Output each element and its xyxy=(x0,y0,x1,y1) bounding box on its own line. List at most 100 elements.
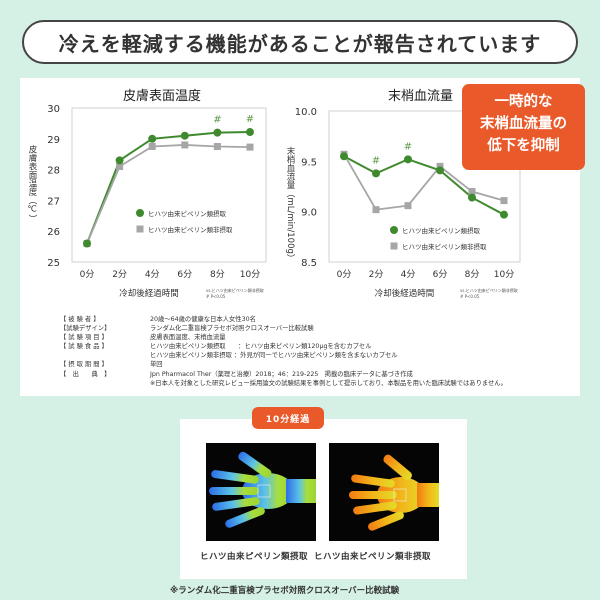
note-key: 【 試 験 項 目 】 xyxy=(60,334,108,342)
data-point-square xyxy=(246,143,254,151)
note-value: ※日本人を対象とした研究レビュー採用論文の試験結果を事例として提示しており、本製… xyxy=(150,379,507,387)
sig-note: vs.ヒハツ由来ピペリン類非摂取 xyxy=(460,287,518,293)
data-point-circle xyxy=(468,193,476,202)
x-tick-label: 0分 xyxy=(337,269,352,280)
note-row: 【 試 験 食 品 】 ヒハツ由来ピペリン類摂取 ：ヒハツ由来ピペリン類120μg… xyxy=(60,342,507,351)
x-tick-label: 8分 xyxy=(210,269,225,280)
y-axis-label: 末梢血流量（mL/min/100g） xyxy=(285,146,295,262)
callout-line: 低下を抑制 xyxy=(487,138,560,154)
note-row: 【 出 典 】 Jpn Pharmacol Ther（薬理と治療）2018；46：… xyxy=(60,370,507,379)
note-key xyxy=(60,351,150,360)
data-point-square xyxy=(116,163,124,171)
x-tick-label: 6分 xyxy=(177,269,192,280)
data-point-square xyxy=(500,197,508,205)
x-tick-label: 2分 xyxy=(112,269,127,280)
plot-area xyxy=(71,107,267,263)
data-point-square xyxy=(181,141,189,149)
y-tick-label: 26 xyxy=(47,227,60,238)
data-point-circle xyxy=(115,156,124,165)
y-tick-label: 10.0 xyxy=(295,107,317,118)
legend-marker-square xyxy=(390,242,398,250)
note-key: 【 試 験 食 品 】 xyxy=(60,343,108,351)
caption-non-intake: ヒハツ由来ピペリン類非摂取 xyxy=(314,552,432,562)
data-point-square xyxy=(213,143,221,150)
y-tick-label: 8.5 xyxy=(301,258,317,269)
data-point-square xyxy=(372,206,380,214)
note-value: ランダム化二重盲検プラセボ対照クロスオーバー比較試験 xyxy=(150,325,314,333)
data-point-square xyxy=(148,143,156,150)
x-tick-label: 2分 xyxy=(369,269,384,280)
chart-title-skin-temp: 皮膚表面温度 xyxy=(123,89,202,104)
y-tick-label: 29 xyxy=(47,135,60,146)
note-key: 【 被 験 者 】 xyxy=(60,316,100,323)
legend-label: ヒハツ由来ピペリン類非摂取 xyxy=(402,242,487,251)
note-value: 皮膚表面温度、末梢血流量 xyxy=(150,334,226,342)
y-tick-label: 30 xyxy=(47,104,60,115)
hand-thermal-icon xyxy=(349,454,439,531)
x-tick-label: 8分 xyxy=(465,269,480,280)
x-tick-label: 10分 xyxy=(240,269,260,280)
data-point-square xyxy=(436,162,444,170)
note-row: 【 被 験 者 】 20歳～64歳の健康な日本人女性30名 xyxy=(60,315,507,324)
plot-area xyxy=(328,110,521,263)
study-notes: 【 被 験 者 】 20歳～64歳の健康な日本人女性30名【試験デザイン】 ランダム… xyxy=(60,315,507,388)
callout-box: 一時的な 末梢血流量の 低下を抑制 xyxy=(462,84,585,170)
data-point-circle xyxy=(148,134,157,143)
note-row: 【試験デザイン】 ランダム化二重盲検プラセボ対照クロスオーバー比較試験 xyxy=(60,324,507,333)
note-row: 【 摂 取 期 間 】 単回 xyxy=(60,360,507,369)
note-value: 20歳～64歳の健康な日本人女性30名 xyxy=(150,316,256,323)
legend-marker-circle xyxy=(136,209,144,217)
significance-mark: # xyxy=(404,141,412,152)
series-line xyxy=(86,144,251,244)
x-tick-label: 4分 xyxy=(145,269,160,280)
headline-text: 冷えを軽減する機能があることが報告されています xyxy=(58,31,542,56)
y-axis-label: 皮膚表面温度（℃） xyxy=(27,144,37,223)
y-tick-label: 9.0 xyxy=(301,208,317,219)
chart-title-blood-flow: 末梢血流量 xyxy=(388,89,454,104)
note-value: Jpn Pharmacol Ther（薬理と治療）2018；46：219-225… xyxy=(150,370,413,378)
data-point-circle xyxy=(83,239,91,248)
data-point-circle xyxy=(404,155,412,164)
hand-thermal-icon xyxy=(209,451,316,528)
data-point-circle xyxy=(372,169,380,178)
data-point-circle xyxy=(436,166,444,175)
y-tick-label: 25 xyxy=(47,258,60,269)
note-row: ヒハツ由来ピペリン類非摂取 ：外見が同一でヒハツ由来ピペリン類を含まないカプセル xyxy=(60,351,507,360)
legend-label: ヒハツ由来ピペリン類非摂取 xyxy=(148,225,233,234)
note-value: ヒハツ由来ピペリン類摂取 ：ヒハツ由来ピペリン類120μgを含むカプセル xyxy=(150,343,372,351)
series-line xyxy=(86,131,251,244)
series-line xyxy=(343,155,505,216)
series-line xyxy=(343,153,505,211)
legend-marker-square xyxy=(136,225,144,233)
data-point-square xyxy=(404,202,412,210)
thermal-image-non-intake xyxy=(329,443,439,541)
legend-label: ヒハツ由来ピペリン類摂取 xyxy=(402,226,481,235)
note-key xyxy=(60,379,150,388)
footnote: ※ランダム化二重盲検プラセボ対照クロスオーバー比較試験 xyxy=(170,586,400,596)
sig-note: vs.ヒハツ由来ピペリン類非摂取 xyxy=(206,287,264,293)
data-point-circle xyxy=(500,210,508,219)
note-key: 【試験デザイン】 xyxy=(60,325,111,333)
note-value: ヒハツ由来ピペリン類非摂取 ：外見が同一でヒハツ由来ピペリン類を含まないカプセル xyxy=(150,352,398,360)
data-point-square xyxy=(468,188,476,196)
y-tick-label: 27 xyxy=(47,196,60,207)
legend-marker-circle xyxy=(390,226,398,234)
data-point-circle xyxy=(340,152,348,161)
callout-line: 一時的な xyxy=(494,94,553,110)
significance-mark: # xyxy=(372,155,380,166)
x-tick-label: 6分 xyxy=(433,269,448,280)
legend-label: ヒハツ由来ピペリン類摂取 xyxy=(148,209,227,218)
note-row: ※日本人を対象とした研究レビュー採用論文の試験結果を事例として提示しており、本製… xyxy=(60,379,507,388)
elapsed-badge: 10分経過 xyxy=(252,407,324,429)
caption-intake: ヒハツ由来ピペリン類摂取 xyxy=(200,552,309,562)
data-point-circle xyxy=(213,128,222,137)
sig-note: # P<0.05 xyxy=(460,294,480,299)
y-tick-label: 28 xyxy=(47,166,60,177)
thermal-image-intake xyxy=(206,443,316,541)
significance-mark: # xyxy=(246,114,254,125)
note-row: 【 試 験 項 目 】 皮膚表面温度、末梢血流量 xyxy=(60,333,507,342)
x-axis-label: 冷却後経過時間 xyxy=(375,288,435,299)
sig-note: # P<0.05 xyxy=(206,294,226,299)
significance-mark: # xyxy=(213,115,221,126)
